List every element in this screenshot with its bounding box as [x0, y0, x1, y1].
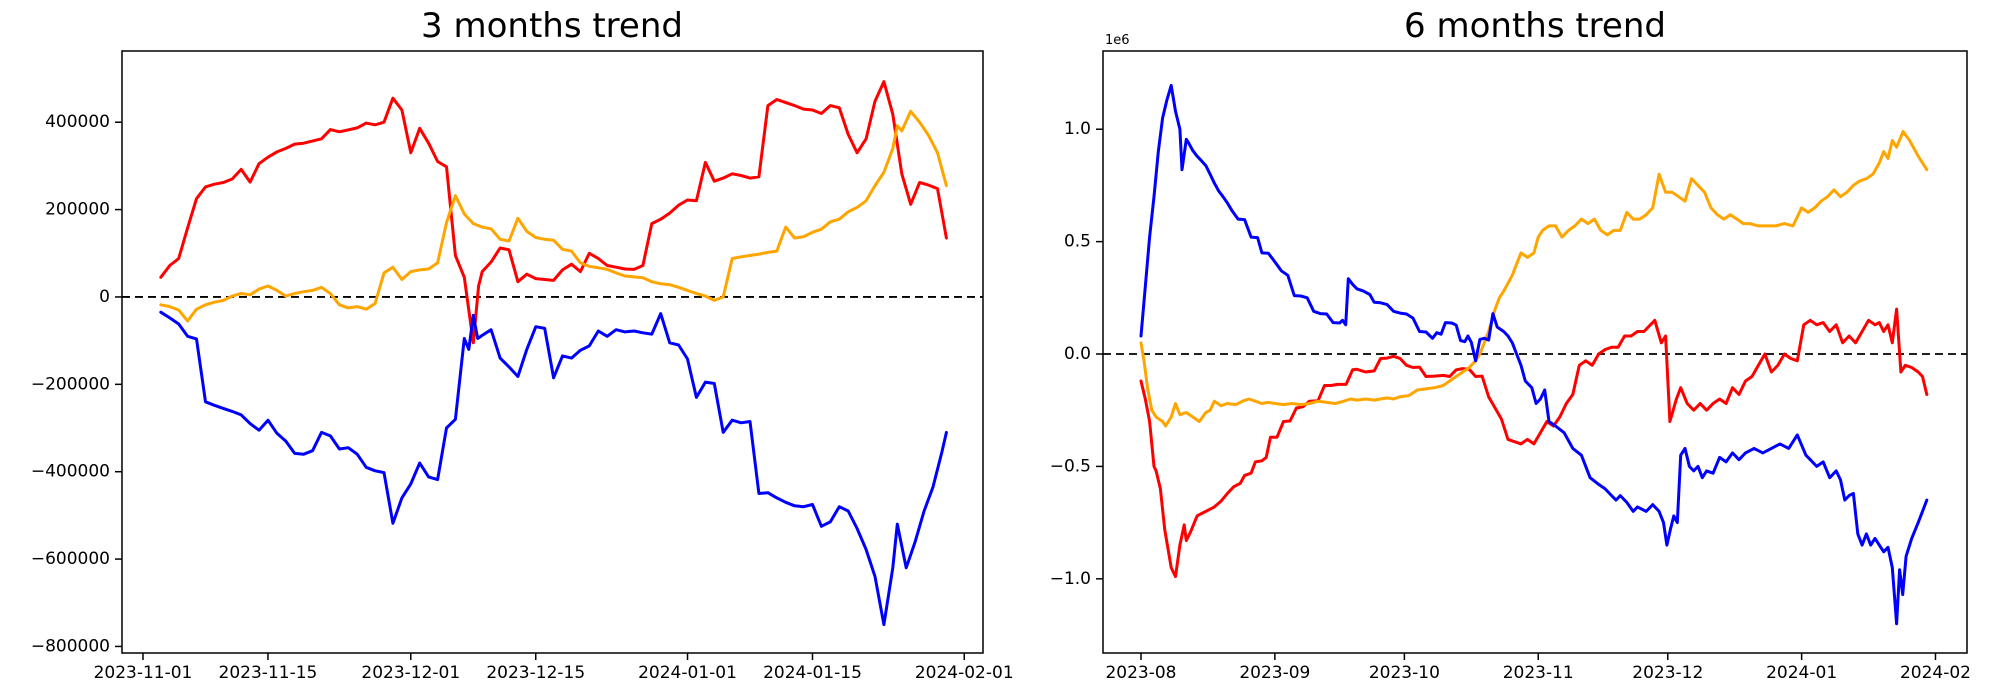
x-tick-label: 2023-12: [1632, 663, 1703, 683]
series-line-red: [159, 80, 948, 345]
series-line-red: [1139, 307, 1929, 579]
chart-3-months-trend: 2023-11-01 2023-11-15 2023-12-01 2023-12-15…: [31, 50, 1014, 683]
axes-spines: [121, 50, 984, 654]
x-tick-label: 2023-12-01: [361, 663, 460, 683]
x-tick-label: 2024-02-01: [915, 663, 1014, 683]
series-line-orange: [159, 109, 948, 323]
x-tick-label: 2023-12-15: [486, 663, 585, 683]
y-axis-offset-label: 1e6: [1105, 33, 1130, 48]
x-tick-label: 2024-01-15: [763, 663, 862, 683]
series-line-blue: [1139, 83, 1929, 626]
series-line-blue: [159, 310, 948, 627]
x-tick-label: 2024-01-01: [638, 663, 737, 683]
x-tick-label: 2024-01: [1766, 663, 1837, 683]
x-tick-label: 2023-10: [1369, 663, 1440, 683]
chart-title-3-months: 3 months trend: [421, 6, 683, 46]
y-tick-label: −400000: [31, 462, 110, 482]
chart-title-6-months: 6 months trend: [1404, 6, 1666, 46]
y-tick-label: −200000: [31, 374, 110, 394]
y-tick-label: 0.0: [1064, 344, 1091, 364]
chart-6-months-trend: 2023-08 2023-09 2023-10 2023-11 2023-12 2024-…: [1050, 33, 1971, 683]
y-tick-label: −0.5: [1050, 456, 1091, 476]
series-line-orange: [1139, 130, 1929, 428]
x-tick-label: 2023-08: [1105, 663, 1176, 683]
x-tick-label: 2023-11-01: [94, 663, 193, 683]
x-tick-label: 2023-09: [1239, 663, 1310, 683]
y-tick-label: 0: [99, 287, 110, 307]
y-tick-label: −1.0: [1050, 569, 1091, 589]
x-tick-label: 2024-02: [1900, 663, 1971, 683]
y-tick-label: 400000: [45, 112, 110, 132]
y-tick-label: 0.5: [1064, 232, 1091, 252]
x-tick-label: 2023-11: [1503, 663, 1574, 683]
y-tick-label: 1.0: [1064, 119, 1091, 139]
x-tick-label: 2023-11-15: [219, 663, 318, 683]
y-tick-label: −800000: [31, 636, 110, 656]
y-tick-label: 200000: [45, 200, 110, 220]
y-tick-label: −600000: [31, 549, 110, 569]
axes-spines: [1102, 50, 1968, 654]
